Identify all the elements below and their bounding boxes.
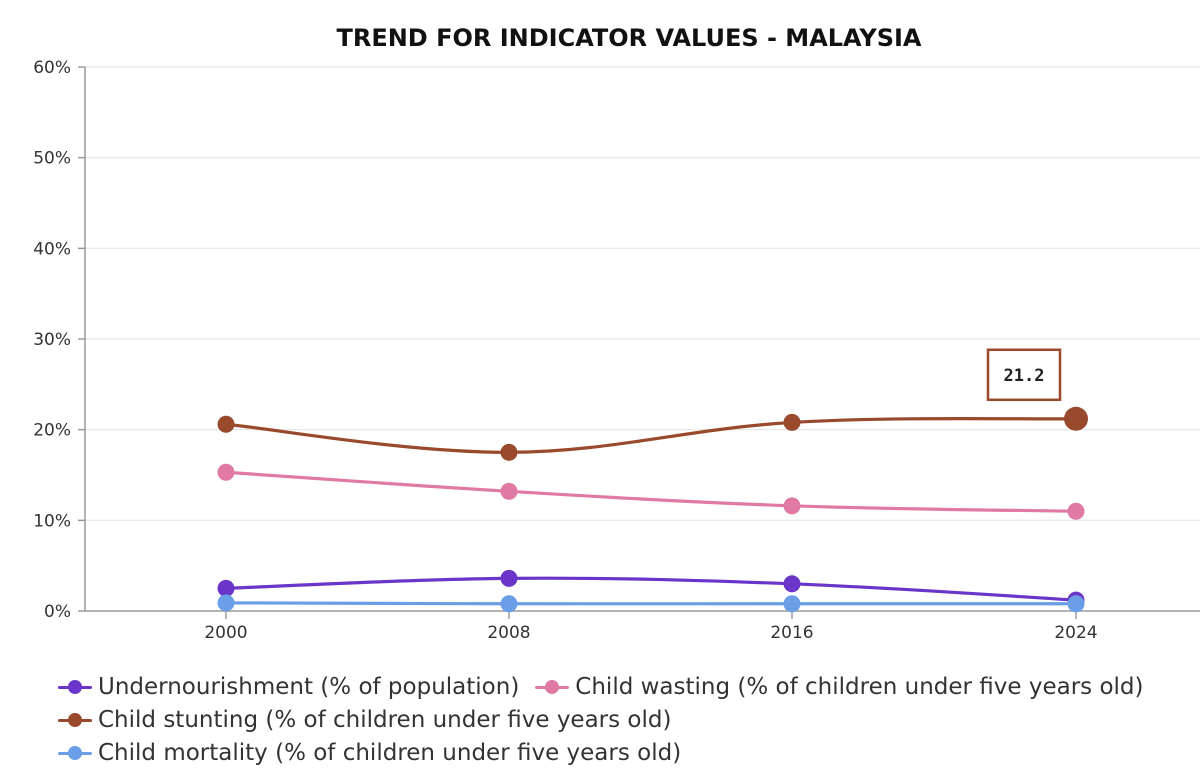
line-chart: TREND FOR INDICATOR VALUES - MALAYSIA 0%… [33,24,1200,643]
data-point [783,595,801,613]
legend-label: Child stunting (% of children under five… [98,706,672,733]
legend-marker-icon [535,679,570,694]
data-point [783,497,801,515]
data-point [500,482,518,500]
legend-marker-icon [58,745,92,760]
y-tick-label: 50% [33,149,71,169]
legend-marker-icon [58,712,92,727]
series-line [224,601,1078,606]
legend-row: Undernourishment (% of population) Child … [58,670,1200,703]
grid [85,66,1200,521]
legend-label: Child wasting (% of children under five … [575,673,1144,700]
legend-item[interactable]: Child mortality (% of children under fiv… [58,736,681,769]
legend: Undernourishment (% of population) Child … [58,670,1200,769]
y-tick-label: 60% [33,58,71,78]
data-point [217,579,235,597]
data-point [783,575,801,593]
x-tick-label: 2000 [204,623,247,643]
series-line [224,470,1078,513]
series-lines [217,406,1088,613]
series-line [224,576,1078,602]
data-point [217,463,235,481]
series-3 [217,406,1088,461]
y-tick-label: 30% [33,330,71,350]
legend-marker-icon [58,679,92,694]
x-tick-label: 2016 [770,623,813,643]
data-point [1067,595,1085,613]
y-tick-label: 10% [33,511,71,531]
data-point [217,594,235,612]
data-point [500,569,518,587]
tooltip: 21.2 [986,348,1062,402]
x-tick-label: 2008 [487,623,530,643]
y-tick-label: 0% [44,602,71,622]
legend-row: Child mortality (% of children under fiv… [58,736,1200,769]
y-tick-label: 20% [33,421,71,441]
chart-title: TREND FOR INDICATOR VALUES - MALAYSIA [336,24,921,52]
series-2 [217,463,1085,520]
x-tick-label: 2024 [1054,623,1097,643]
data-point [783,413,801,431]
axes: 0% 10% 20% 30% 40% 50% 60% 2000 2008 2016 2024 [33,58,1200,643]
data-point [500,595,518,613]
legend-label: Undernourishment (% of population) [98,673,520,700]
data-point [217,415,235,433]
y-tick-label: 40% [33,239,71,259]
series-line [224,416,1078,454]
data-point [1064,406,1088,431]
data-point [500,443,518,461]
legend-item[interactable]: Child wasting (% of children under five … [535,670,1144,703]
legend-item[interactable]: Child stunting (% of children under five… [58,703,671,736]
data-point [1067,502,1085,520]
legend-row: Child stunting (% of children under five… [58,703,1200,736]
tooltip-box [986,348,1062,402]
legend-item[interactable]: Undernourishment (% of population) [58,670,519,703]
series-4 [217,594,1085,613]
legend-label: Child mortality (% of children under fiv… [98,739,682,766]
tooltip-value: 21.2 [1004,366,1045,386]
